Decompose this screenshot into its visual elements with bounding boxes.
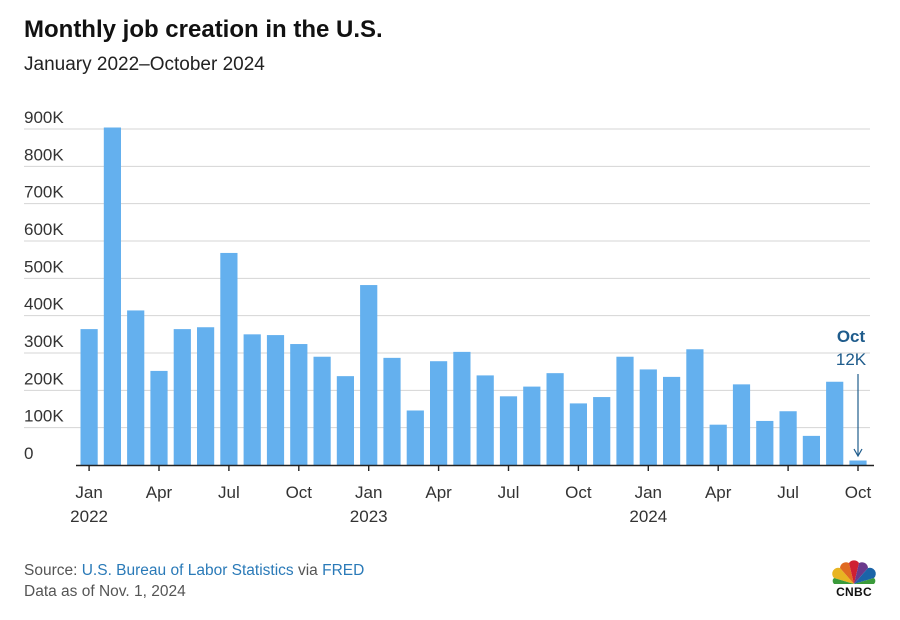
bar-2023-09 (546, 373, 564, 465)
bar-2024-07 (779, 411, 797, 465)
bar-2022-10 (290, 344, 308, 465)
logo-text: CNBC (836, 585, 872, 599)
bar-2022-12 (336, 376, 354, 465)
y-tick-label: 800K (24, 145, 64, 164)
bar-2023-04 (430, 361, 448, 465)
bar-2023-11 (593, 397, 611, 465)
chart-title: Monthly job creation in the U.S. (24, 16, 383, 43)
peacock-icon (832, 560, 876, 584)
bar-2024-04 (709, 424, 727, 465)
y-tick-label: 900K (24, 108, 64, 127)
x-tick-label: Apr (425, 483, 452, 502)
bar-2022-06 (197, 327, 215, 465)
bar-2022-03 (127, 310, 145, 465)
bar-2024-06 (756, 420, 774, 465)
bar-2023-07 (499, 396, 518, 465)
bar-2022-07 (220, 252, 238, 465)
data-date: Data as of Nov. 1, 2024 (24, 583, 186, 600)
source-link-bls[interactable]: U.S. Bureau of Labor Statistics (81, 562, 294, 579)
bars (80, 127, 867, 466)
x-tick-label: Jan (355, 483, 382, 502)
bar-2022-02 (103, 127, 121, 466)
bar-2023-10 (569, 403, 587, 465)
cnbc-logo: CNBC (826, 560, 882, 599)
bar-chart: 0 100K 200K 300K 400K 500K 600K 700K 800K 900K Ja… (24, 108, 874, 526)
annotation-label: Oct (837, 327, 866, 346)
x-year-label: 2024 (629, 507, 667, 526)
bar-2022-04 (150, 370, 168, 465)
y-tick-label: 100K (24, 407, 64, 426)
bar-2023-03 (406, 410, 424, 465)
x-tick-label: Jul (777, 483, 799, 502)
bar-2024-03 (686, 349, 704, 465)
y-tick-label: 200K (24, 369, 64, 388)
source-via: via (293, 562, 323, 579)
y-tick-label: 0 (24, 444, 33, 463)
x-tick-label: Apr (705, 483, 732, 502)
x-tick-label: Oct (286, 483, 313, 502)
bar-2024-01 (639, 369, 657, 465)
chart-subtitle: January 2022–October 2024 (24, 54, 265, 75)
bar-2024-05 (732, 384, 751, 465)
source-prefix: Source: (24, 562, 82, 579)
bar-2023-05 (453, 351, 471, 465)
x-tick-label: Jul (498, 483, 520, 502)
x-tick-label: Apr (146, 483, 173, 502)
bar-2024-10 (849, 460, 867, 465)
annotation: Oct 12K (836, 327, 867, 458)
x-tick-label: Jan (635, 483, 662, 502)
y-tick-label: 300K (24, 332, 64, 351)
y-tick-label: 400K (24, 295, 64, 314)
y-tick-label: 600K (24, 220, 64, 239)
bar-2022-11 (313, 356, 331, 465)
source-link-fred[interactable]: FRED (322, 562, 365, 579)
bar-2024-02 (663, 376, 681, 465)
bar-2023-12 (616, 356, 634, 465)
bar-2022-09 (266, 335, 285, 465)
bar-2023-08 (523, 386, 541, 465)
bar-2022-01 (80, 329, 98, 465)
source-note: Source: U.S. Bureau of Labor Statistics … (24, 560, 364, 602)
x-axis: Jan 2022 Apr Jul Oct Jan 2023 Apr Jul Oct Jan 2024 A… (70, 464, 874, 526)
bar-2023-02 (383, 357, 401, 465)
bar-2023-01 (360, 285, 378, 465)
bar-2024-08 (802, 435, 820, 465)
annotation-value: 12K (836, 350, 867, 369)
x-tick-label: Oct (565, 483, 592, 502)
annotation-arrowhead (853, 448, 863, 458)
x-year-label: 2023 (350, 507, 388, 526)
x-tick-label: Oct (845, 483, 872, 502)
x-tick-label: Jul (218, 483, 240, 502)
bar-2022-08 (243, 334, 261, 465)
bar-2023-06 (476, 375, 494, 465)
y-axis-labels: 0 100K 200K 300K 400K 500K 600K 700K 800K 900K (24, 108, 64, 463)
y-tick-label: 700K (24, 183, 64, 202)
x-year-label: 2022 (70, 507, 108, 526)
y-tick-label: 500K (24, 257, 64, 276)
x-tick-label: Jan (75, 483, 102, 502)
bar-2024-09 (826, 381, 844, 465)
bar-2022-05 (173, 329, 191, 465)
